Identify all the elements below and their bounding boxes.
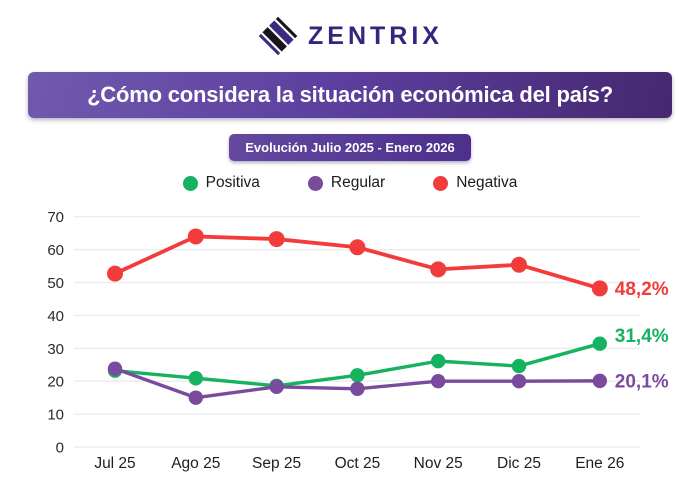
- logo: ZENTRIX: [0, 0, 700, 60]
- y-tick-label: 60: [47, 242, 64, 259]
- data-point-negativa: [430, 261, 447, 278]
- legend-label: Negativa: [456, 174, 518, 191]
- x-tick-label: Sep 25: [252, 455, 301, 472]
- legend-label: Positiva: [205, 174, 260, 191]
- zentrix-logo-icon: [258, 16, 298, 56]
- x-tick-label: Ene 26: [575, 455, 624, 472]
- data-point-negativa: [591, 280, 608, 297]
- evolution-line-chart: 0 10 20 30 40 50 60 70 Jul 25 Ago 25 Sep 25 Oct 25 N…: [47, 209, 669, 472]
- x-tick-label: Dic 25: [497, 455, 541, 472]
- y-tick-label: 50: [47, 275, 64, 292]
- data-point-positiva: [188, 371, 203, 386]
- end-value-label-positiva: 31,4%: [615, 326, 669, 347]
- title-banner: ¿Cómo considera la situación económica d…: [28, 72, 672, 118]
- data-point-regular: [107, 361, 123, 376]
- data-point-negativa: [268, 231, 285, 248]
- y-tick-label: 0: [56, 440, 64, 457]
- legend-item-positiva: Positiva: [182, 174, 260, 192]
- negativa-dot-icon: [433, 175, 449, 191]
- y-tick-label: 70: [47, 209, 64, 226]
- data-point-positiva: [431, 353, 446, 369]
- data-point-regular: [592, 373, 607, 389]
- data-point-negativa: [107, 265, 123, 282]
- legend-item-regular: Regular: [307, 174, 386, 192]
- x-tick-label: Jul 25: [94, 455, 135, 472]
- legend-label: Regular: [330, 174, 386, 191]
- data-point-negativa: [187, 228, 204, 245]
- data-point-regular: [431, 374, 446, 389]
- data-point-positiva: [350, 368, 365, 383]
- data-point-regular: [511, 374, 527, 389]
- data-point-positiva: [592, 336, 607, 351]
- regular-dot-icon: [307, 175, 323, 191]
- y-tick-label: 30: [47, 341, 64, 358]
- end-value-label-regular: 20,1%: [615, 371, 669, 392]
- chart-legend: Positiva Regular Negativa: [0, 174, 700, 192]
- chart-area: 0 10 20 30 40 50 60 70 Jul 25 Ago 25 Sep 25 Oct 25 N…: [0, 200, 700, 487]
- end-value-label-negativa: 48,2%: [615, 279, 669, 300]
- data-point-regular: [269, 379, 284, 394]
- subtitle-badge: Evolución Julio 2025 - Enero 2026: [229, 134, 471, 161]
- x-tick-label: Ago 25: [171, 455, 220, 472]
- logo-text: ZENTRIX: [308, 21, 443, 50]
- data-point-regular: [350, 381, 365, 396]
- positiva-dot-icon: [182, 175, 198, 191]
- legend-item-negativa: Negativa: [433, 174, 517, 192]
- x-tick-label: Oct 25: [335, 455, 381, 472]
- data-point-positiva: [511, 358, 527, 374]
- y-tick-label: 20: [47, 374, 64, 391]
- data-point-negativa: [349, 239, 366, 256]
- data-point-regular: [188, 390, 203, 405]
- y-tick-label: 40: [47, 308, 64, 325]
- data-point-negativa: [511, 256, 527, 273]
- x-tick-label: Nov 25: [414, 455, 463, 472]
- page-title: ¿Cómo considera la situación económica d…: [87, 82, 613, 107]
- y-tick-label: 10: [47, 407, 64, 424]
